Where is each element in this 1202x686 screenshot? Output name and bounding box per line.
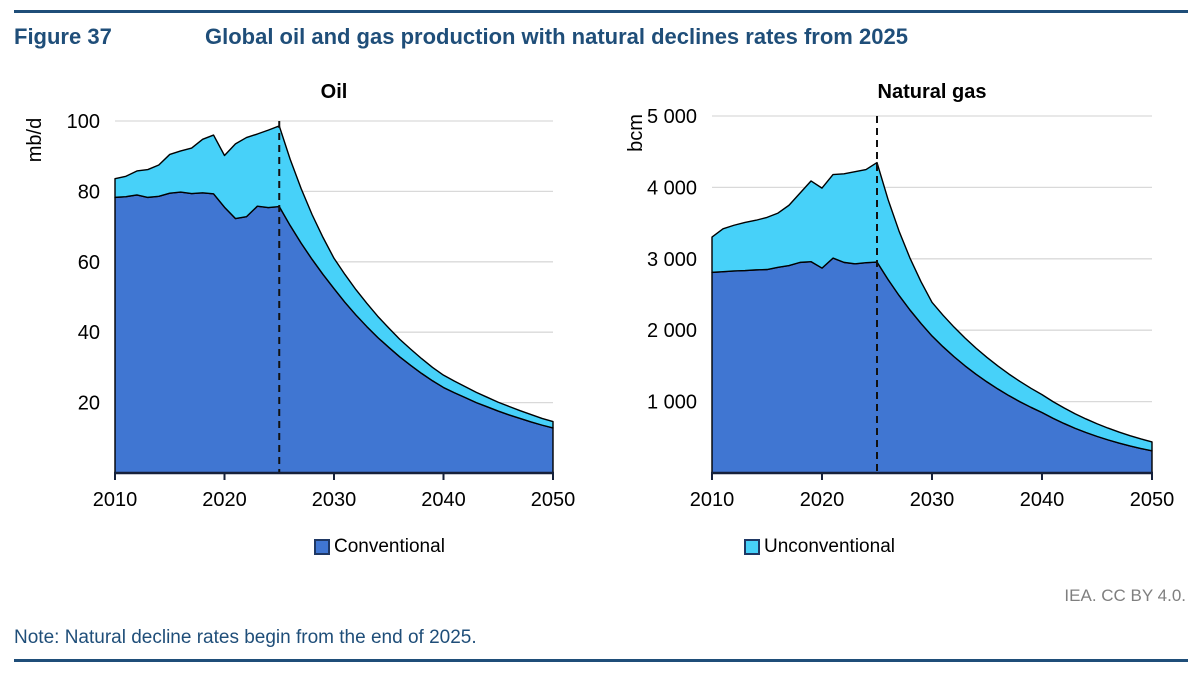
conventional-legend-label: Conventional (334, 536, 445, 557)
svg-text:2030: 2030 (312, 489, 357, 511)
svg-text:3 000: 3 000 (647, 249, 697, 271)
oil-chart-title: Oil (320, 81, 348, 103)
svg-text:2 000: 2 000 (647, 320, 697, 342)
top-divider (14, 10, 1188, 13)
svg-text:2050: 2050 (531, 489, 576, 511)
svg-text:80: 80 (78, 181, 100, 203)
svg-text:2040: 2040 (1020, 489, 1065, 511)
oil-legend: Conventional (314, 536, 445, 558)
unconventional-legend-swatch (744, 539, 760, 555)
svg-text:1 000: 1 000 (647, 392, 697, 414)
figure-title: Global oil and gas production with natur… (205, 24, 908, 49)
svg-text:4 000: 4 000 (647, 177, 697, 199)
svg-text:60: 60 (78, 252, 100, 274)
gas-legend: Unconventional (744, 536, 895, 558)
svg-text:2050: 2050 (1130, 489, 1175, 511)
figure-label: Figure 37 (14, 24, 112, 49)
svg-text:2040: 2040 (421, 489, 466, 511)
svg-text:5 000: 5 000 (647, 106, 697, 128)
conventional-legend-swatch (314, 539, 330, 555)
attribution-text: IEA. CC BY 4.0. (1064, 586, 1186, 605)
svg-text:2020: 2020 (800, 489, 845, 511)
svg-text:100: 100 (67, 111, 100, 133)
svg-text:20: 20 (78, 393, 100, 415)
gas-chart-title: Natural gas (877, 81, 987, 103)
svg-text:2030: 2030 (910, 489, 955, 511)
svg-text:2010: 2010 (690, 489, 735, 511)
svg-text:2020: 2020 (202, 489, 247, 511)
bottom-divider (14, 659, 1188, 662)
note-text: Note: Natural decline rates begin from t… (14, 627, 477, 648)
svg-text:2010: 2010 (93, 489, 138, 511)
svg-text:40: 40 (78, 322, 100, 344)
unconventional-legend-label: Unconventional (764, 536, 895, 557)
